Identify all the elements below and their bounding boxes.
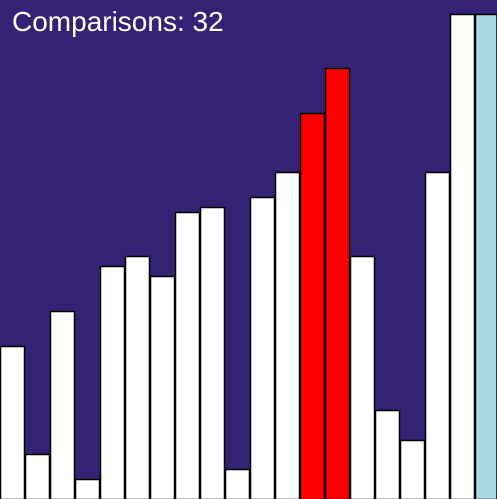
sorted-bar xyxy=(474,13,497,499)
bar xyxy=(0,345,26,499)
bar xyxy=(199,206,226,499)
bar xyxy=(424,171,451,499)
bar xyxy=(99,265,126,499)
bar xyxy=(374,409,401,499)
bar xyxy=(399,439,426,499)
comparisons-counter: Comparisons: 32 xyxy=(12,6,224,38)
bar xyxy=(224,468,251,499)
comparisons-value: 32 xyxy=(192,6,224,37)
bar xyxy=(24,453,51,499)
comparisons-label: Comparisons: xyxy=(12,6,185,37)
bar xyxy=(74,478,101,499)
bar xyxy=(249,196,276,499)
compared-bar xyxy=(324,67,351,499)
bar xyxy=(124,255,151,499)
compared-bar xyxy=(299,112,326,499)
bar xyxy=(449,13,476,499)
bar xyxy=(49,310,76,499)
bar xyxy=(149,275,176,499)
bar xyxy=(274,171,301,499)
bar xyxy=(174,211,201,499)
bar xyxy=(349,255,376,499)
